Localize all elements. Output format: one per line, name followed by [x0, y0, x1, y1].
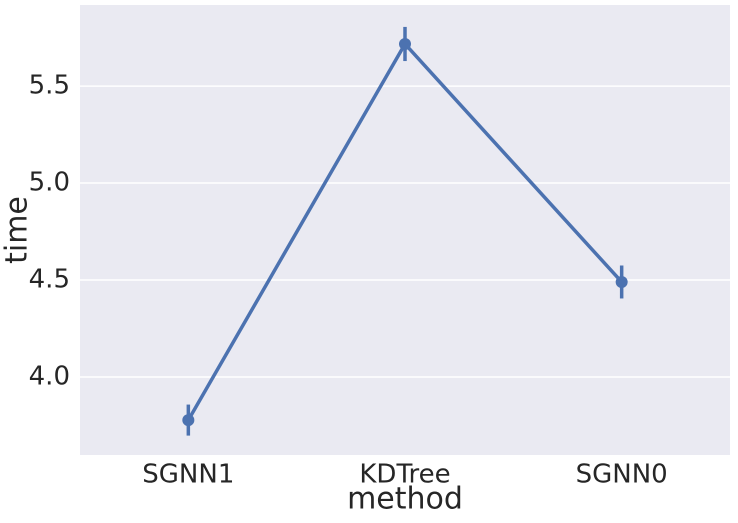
point [615, 275, 628, 288]
y-axis-label: time [0, 196, 35, 264]
x-tick-label: KDTree [359, 460, 450, 490]
y-tick-label: 5.5 [29, 71, 70, 101]
x-axis-label: method [347, 482, 463, 517]
plot-area [80, 5, 730, 455]
point [182, 414, 195, 427]
y-tick-label: 4.0 [29, 362, 70, 392]
point [399, 37, 411, 50]
x-tick-label: SGNN0 [576, 460, 668, 490]
y-tick-label: 5.0 [29, 168, 70, 198]
x-tick-label: SGNN1 [142, 460, 234, 490]
y-tick-label: 4.5 [29, 265, 70, 295]
